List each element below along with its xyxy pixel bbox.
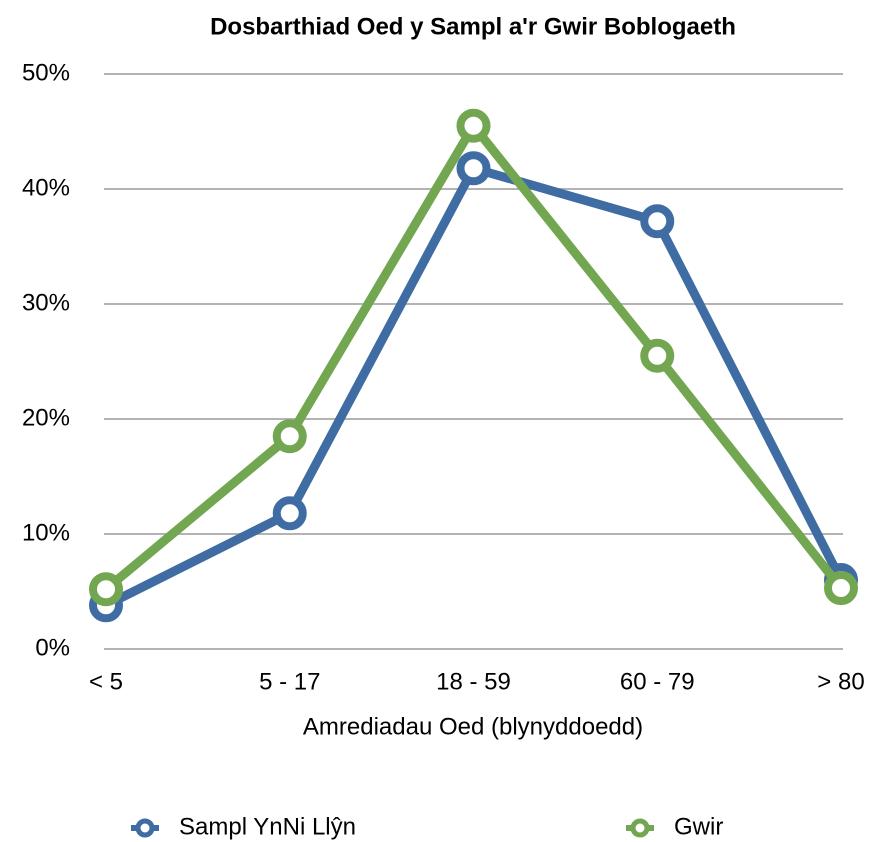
point-marker — [456, 151, 491, 186]
legend-label: Gwir — [674, 813, 723, 840]
x-tick-label: 5 - 17 — [259, 668, 320, 695]
y-tick-label: 30% — [22, 289, 70, 316]
point-marker — [272, 419, 307, 454]
point-marker — [640, 204, 675, 239]
y-tick-label: 20% — [22, 404, 70, 431]
chart-title: Dosbarthiad Oed y Sampl a'r Gwir Bobloga… — [210, 13, 736, 40]
point-marker — [89, 572, 123, 607]
legend-marker — [135, 818, 155, 838]
series-line — [103, 163, 846, 610]
point-marker — [456, 108, 491, 143]
x-axis-title: Amrediadau Oed (blynyddoedd) — [303, 713, 643, 740]
legend-label: Sampl YnNi Llŷn — [179, 813, 356, 840]
x-tick-label: 60 - 79 — [620, 668, 695, 695]
y-tick-label: 40% — [22, 174, 70, 201]
y-tick-label: 0% — [35, 634, 70, 661]
x-tick-label: < 5 — [89, 668, 123, 695]
legend-marker — [630, 818, 650, 838]
point-marker — [640, 338, 675, 373]
point-marker — [272, 496, 307, 531]
x-tick-label: > 80 — [817, 668, 864, 695]
point-marker — [824, 571, 858, 606]
y-tick-label: 50% — [22, 59, 70, 86]
x-tick-label: 18 - 59 — [436, 668, 511, 695]
y-tick-label: 10% — [22, 519, 70, 546]
